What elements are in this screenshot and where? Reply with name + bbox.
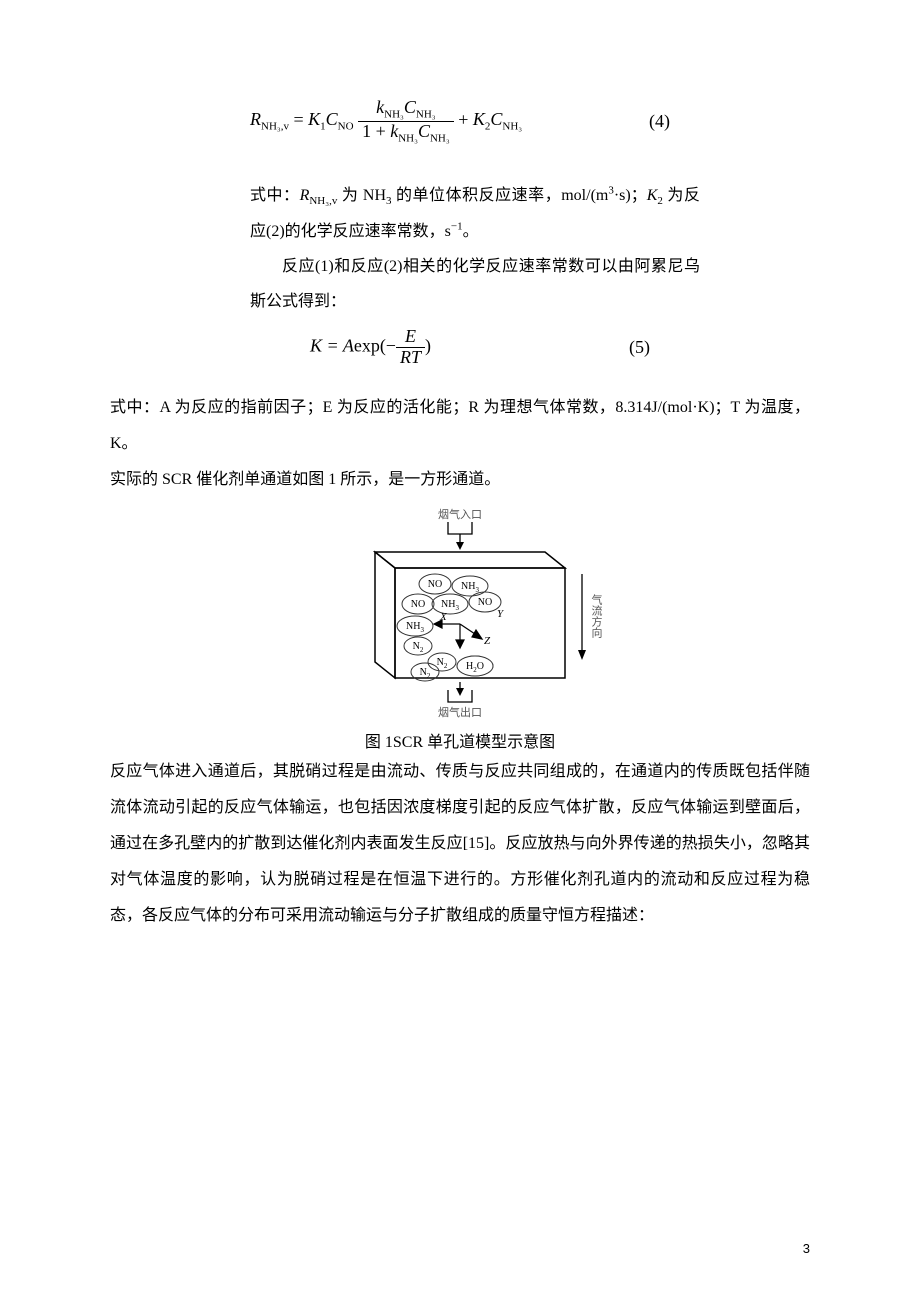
svg-text:Z: Z: [484, 635, 491, 647]
para-symbols: 式中：A 为反应的指前因子；E 为反应的活化能；R 为理想气体常数，8.314J…: [110, 390, 810, 462]
svg-text:NO: NO: [428, 579, 442, 590]
para-channel-intro: 实际的 SCR 催化剂单通道如图 1 所示，是一方形通道。: [110, 462, 810, 498]
figure-1: 烟气入口 NO NH3 NO NH3 NO NH3 N2: [110, 504, 810, 752]
svg-text:Y: Y: [497, 608, 505, 620]
eq4-number: (4): [649, 111, 670, 132]
svg-text:NO: NO: [411, 599, 425, 610]
svg-text:NO: NO: [478, 597, 492, 608]
svg-text:NH3: NH3: [406, 621, 424, 634]
svg-text:N2: N2: [413, 641, 424, 654]
eq5-body: K = Aexp(− E RT ): [310, 327, 431, 368]
eq4-body: RNH₃,v = K1CNO kNH₃CNH₃ 1 + kNH₃CNH₃ + K…: [250, 98, 522, 144]
equation-5: K = Aexp(− E RT ) (5): [110, 327, 810, 368]
para-arrhenius-intro: 反应(1)和反应(2)相关的化学反应速率常数可以由阿累尼乌斯公式得到：: [110, 249, 810, 319]
svg-text:烟气入口: 烟气入口: [438, 507, 482, 521]
page-number: 3: [803, 1241, 810, 1256]
para-main-body: 反应气体进入通道后，其脱硝过程是由流动、传质与反应共同组成的，在通道内的传质既包…: [110, 754, 810, 934]
para-after-eq4: 式中：RNH₃,v 为 NH3 的单位体积反应速率，mol/(m3·s)；K2 …: [110, 178, 810, 249]
svg-text:N2: N2: [437, 657, 448, 670]
svg-text:NH3: NH3: [461, 581, 479, 594]
equation-4: RNH₃,v = K1CNO kNH₃CNH₃ 1 + kNH₃CNH₃ + K…: [110, 98, 810, 144]
eq5-number: (5): [629, 337, 650, 358]
svg-text:X: X: [439, 611, 448, 623]
figure-1-svg: 烟气入口 NO NH3 NO NH3 NO NH3 N2: [310, 504, 610, 724]
svg-text:烟气出口: 烟气出口: [438, 705, 482, 719]
figure-1-caption: 图 1SCR 单孔道模型示意图: [365, 728, 555, 752]
svg-text:气流方向: 气流方向: [590, 593, 603, 638]
